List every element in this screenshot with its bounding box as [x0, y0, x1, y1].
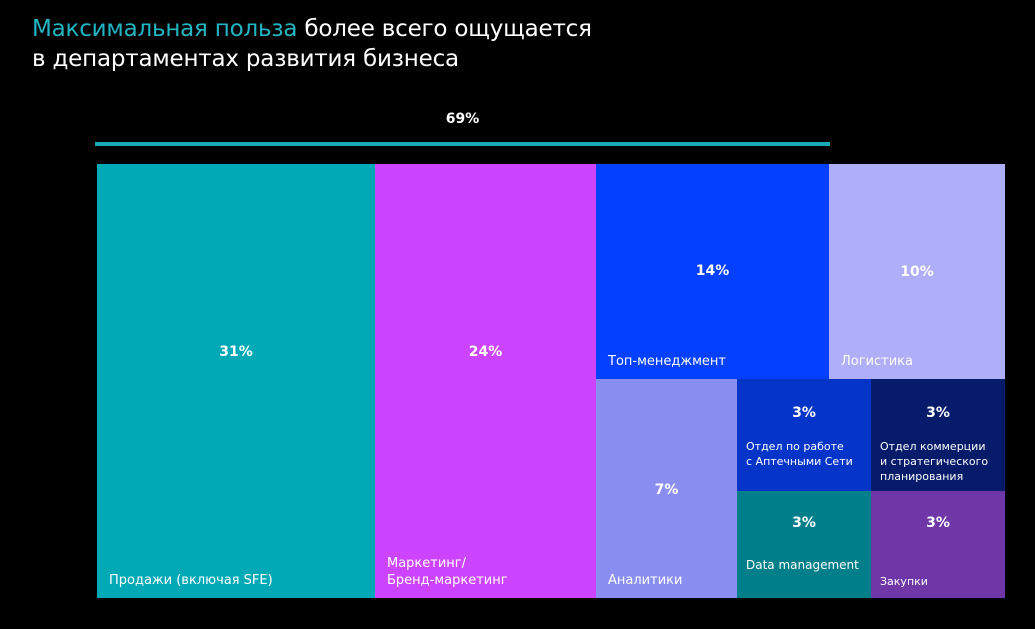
- tile-category-label: Data management: [746, 558, 859, 572]
- tile-data-management: 3% Data management: [737, 491, 871, 598]
- tile-sales: 31% Продажи (включая SFE): [97, 164, 375, 598]
- tile-analytics: 7% Аналитики: [596, 379, 737, 598]
- tile-category-label: Отдел коммерции и стратегического планир…: [880, 440, 989, 483]
- tile-category-label: Топ-менеджмент: [608, 354, 726, 369]
- tile-commerce-strategy-dept: 3% Отдел коммерции и стратегического план…: [871, 379, 1005, 491]
- title-highlight: Максимальная польза: [32, 16, 298, 42]
- tile-category-label: Аналитики: [608, 573, 683, 588]
- tile-value-label: 24%: [468, 344, 503, 360]
- tile-value-label: 10%: [900, 264, 934, 280]
- page-title: Максимальная польза более всего ощущаетс…: [32, 14, 932, 74]
- bracket-line: [95, 142, 830, 146]
- tile-category-label: Закупки: [880, 575, 928, 588]
- tile-pharmacy-chains-dept: 3% Отдел по работе с Аптечными Сети: [737, 379, 871, 491]
- bracket-total-label: 69%: [445, 111, 480, 127]
- tile-top-management: 14% Топ-менеджмент: [596, 164, 829, 379]
- tile-value-label: 14%: [695, 263, 730, 279]
- tile-logistics: 10% Логистика: [829, 164, 1005, 379]
- tile-category-label: Отдел по работе с Аптечными Сети: [746, 440, 853, 468]
- title-line1-rest: более всего ощущается: [297, 16, 592, 42]
- tile-value-label: 7%: [654, 482, 679, 498]
- tile-procurement: 3% Закупки: [871, 491, 1005, 598]
- tile-value-label: 31%: [219, 344, 253, 360]
- tile-value-label: 3%: [792, 515, 816, 531]
- tile-value-label: 3%: [792, 405, 816, 421]
- title-line2: в департаментах развития бизнеса: [32, 46, 459, 72]
- tile-category-label: Логистика: [841, 354, 913, 369]
- tile-value-label: 3%: [926, 515, 950, 531]
- tile-category-label: Маркетинг/ Бренд-маркетинг: [387, 556, 508, 588]
- tile-marketing: 24% Маркетинг/ Бренд-маркетинг: [375, 164, 596, 598]
- tile-category-label: Продажи (включая SFE): [109, 573, 273, 588]
- tile-value-label: 3%: [926, 405, 950, 421]
